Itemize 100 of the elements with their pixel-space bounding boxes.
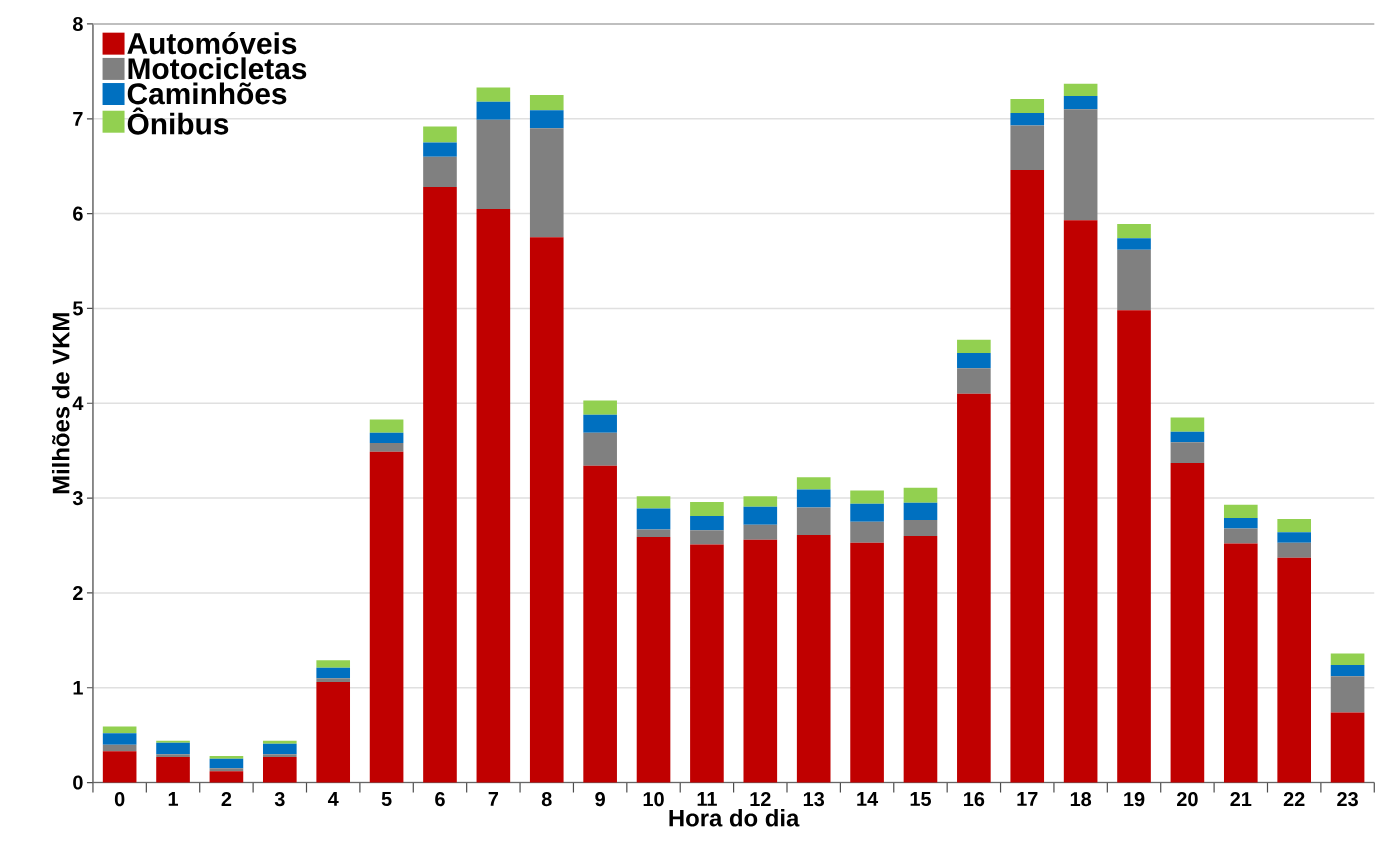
bar <box>743 524 778 541</box>
bar <box>1330 712 1365 783</box>
bar <box>156 754 190 758</box>
bar <box>209 759 244 769</box>
bar <box>903 487 938 504</box>
bar <box>690 516 724 531</box>
bar <box>1223 528 1258 544</box>
bar <box>476 119 511 210</box>
bar <box>957 368 991 395</box>
bar <box>262 754 297 758</box>
bar <box>1277 542 1312 559</box>
bar <box>1117 310 1151 783</box>
bar <box>850 490 884 505</box>
bar <box>690 502 724 517</box>
x-tick-label: 16 <box>964 792 985 807</box>
bar <box>369 419 404 433</box>
bar <box>1223 543 1258 783</box>
bar <box>316 668 351 679</box>
bar <box>102 751 137 783</box>
bar <box>850 542 884 783</box>
bar <box>1330 653 1365 666</box>
x-tick-label: 13 <box>803 792 825 807</box>
bar <box>1223 518 1258 529</box>
y-tick-label: 6 <box>73 206 83 221</box>
bar <box>636 537 671 783</box>
bar <box>796 535 831 783</box>
x-tick-label: 9 <box>595 792 605 807</box>
bar <box>423 142 457 157</box>
bar <box>957 353 991 369</box>
x-tick-label: 20 <box>1177 792 1198 807</box>
bar <box>1010 113 1045 126</box>
bar <box>1330 665 1365 677</box>
bar <box>529 128 564 238</box>
x-tick-label: 23 <box>1337 792 1358 807</box>
legend-label: Automóveis <box>127 32 297 55</box>
legend-label: Ônibus <box>127 107 229 135</box>
bar <box>476 87 511 102</box>
bar <box>743 540 778 783</box>
bar <box>209 771 244 783</box>
bar <box>636 496 671 509</box>
bar <box>369 443 404 452</box>
bar <box>1010 99 1045 114</box>
bar <box>529 237 564 783</box>
x-tick-label: 11 <box>697 792 717 807</box>
bar <box>796 489 831 508</box>
y-axis-title: Milhões de VKM <box>51 313 70 494</box>
bar <box>316 660 351 669</box>
y-tick-label: 5 <box>72 301 83 316</box>
bar <box>743 506 778 525</box>
x-tick-label: 5 <box>381 792 392 807</box>
bar <box>1063 220 1098 783</box>
bar <box>262 743 297 755</box>
bar <box>529 95 564 111</box>
bar <box>957 339 991 354</box>
bar <box>690 530 724 545</box>
bar <box>583 432 617 467</box>
bar <box>209 768 244 772</box>
bar <box>1330 676 1365 713</box>
bar <box>369 432 404 444</box>
bar <box>1063 109 1098 221</box>
y-tick-label: 8 <box>72 17 83 32</box>
bar <box>1277 532 1312 543</box>
bar <box>529 110 564 129</box>
x-tick-label: 6 <box>435 792 445 807</box>
bar <box>583 400 617 415</box>
x-tick-label: 22 <box>1283 792 1305 807</box>
bar <box>1117 249 1151 311</box>
x-tick-label: 12 <box>750 792 771 807</box>
bar <box>796 507 831 536</box>
bar <box>1223 504 1258 519</box>
bar <box>1277 558 1312 783</box>
bar <box>1010 170 1045 783</box>
bar <box>476 209 511 783</box>
bar <box>1170 442 1205 464</box>
bar <box>209 756 244 760</box>
bar <box>423 126 457 143</box>
x-tick-label: 18 <box>1070 792 1092 807</box>
x-axis-title: Hora do dia <box>669 809 800 827</box>
x-tick-label: 7 <box>488 792 499 807</box>
x-tick-label: 17 <box>1017 792 1038 807</box>
y-tick-label: 0 <box>73 775 83 790</box>
y-tick-label: 4 <box>72 396 84 411</box>
bar <box>903 536 938 783</box>
bar <box>369 451 404 783</box>
bar <box>583 466 617 783</box>
y-tick-label: 3 <box>72 491 83 506</box>
bar <box>262 757 297 783</box>
bar <box>743 496 778 507</box>
y-tick-label: 7 <box>73 112 83 126</box>
bar <box>423 187 457 783</box>
bar <box>583 414 617 433</box>
bar <box>316 682 351 783</box>
bar <box>690 544 724 783</box>
x-tick-label: 0 <box>114 792 125 807</box>
bar <box>1277 519 1312 533</box>
bar <box>903 520 938 537</box>
bar <box>957 394 991 783</box>
y-tick-label: 2 <box>73 586 83 601</box>
bar <box>476 101 511 120</box>
x-tick-label: 10 <box>643 792 664 807</box>
